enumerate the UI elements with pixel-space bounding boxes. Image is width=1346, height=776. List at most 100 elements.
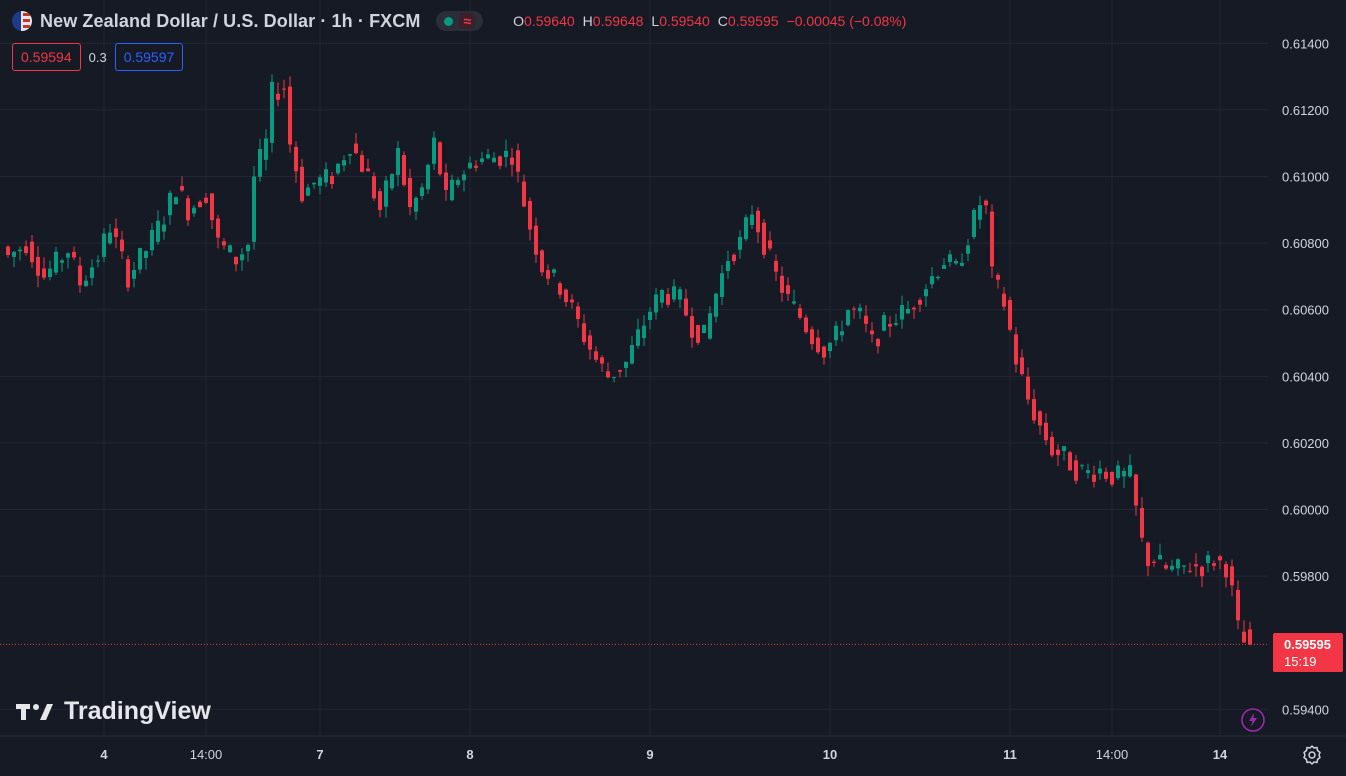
candle-down: [1092, 474, 1096, 482]
candle-down: [666, 294, 670, 305]
candle-up: [318, 177, 322, 186]
tradingview-wordmark: TradingView: [64, 697, 211, 725]
candle-up: [1182, 565, 1186, 567]
candle-up: [426, 164, 430, 190]
candle-up: [612, 376, 616, 378]
candle-down: [774, 261, 778, 272]
candle-down: [570, 299, 574, 303]
candle-up: [336, 163, 340, 174]
candle-up: [306, 187, 310, 196]
candle-up: [414, 197, 418, 212]
candle-down: [1152, 561, 1156, 563]
candle-up: [930, 276, 934, 285]
candle-down: [1056, 449, 1060, 456]
change-value: −0.00045 (−0.08%): [786, 13, 907, 29]
candle-down: [1212, 563, 1216, 566]
sell-bid-button[interactable]: 0.59594: [12, 43, 81, 71]
candle-down: [1200, 566, 1204, 577]
candle-down: [30, 241, 34, 263]
candle-up: [144, 251, 148, 258]
candle-up: [1206, 555, 1210, 564]
candle-up: [12, 251, 16, 257]
candle-down: [996, 274, 1000, 280]
candle-up: [102, 233, 106, 257]
settings-gear-icon[interactable]: [1300, 743, 1324, 767]
candle-up: [1128, 465, 1132, 477]
candle-down: [990, 211, 994, 267]
time-tick-label: 8: [466, 747, 473, 762]
candle-up: [882, 315, 886, 331]
candle-down: [372, 176, 376, 199]
market-open-dot-icon: [444, 16, 454, 26]
candle-down: [1230, 566, 1234, 586]
candle-down: [1104, 471, 1108, 479]
last-price-value: 0.59595: [1284, 637, 1331, 652]
candle-up: [342, 160, 346, 166]
candle-up: [648, 311, 652, 320]
candle-up: [312, 182, 316, 185]
price-axis[interactable]: 0.61400 0.61200 0.61000 0.60800 0.60600 0.604…: [1282, 36, 1329, 717]
candle-up: [702, 324, 706, 334]
candle-up: [972, 209, 976, 238]
candle-up: [1176, 559, 1180, 569]
candle-down: [330, 175, 334, 185]
candle-down: [600, 357, 604, 364]
candle-up: [18, 249, 22, 252]
candle-down: [6, 246, 10, 256]
candle-down: [354, 143, 358, 154]
candle-up: [654, 294, 658, 313]
candle-up: [90, 267, 94, 278]
candle-up: [750, 214, 754, 226]
candle-down: [588, 335, 592, 350]
low-value: 0.59540: [659, 13, 710, 29]
candle-down: [402, 155, 406, 185]
candle-up: [60, 260, 64, 263]
candle-up: [672, 286, 676, 300]
candle-up: [324, 169, 328, 183]
close-value: 0.59595: [727, 13, 779, 29]
candle-up: [396, 147, 400, 176]
grid-lines: [0, 0, 1268, 736]
price-tick-label: 0.60600: [1282, 303, 1329, 318]
symbol-title[interactable]: New Zealand Dollar / U.S. Dollar · 1h · …: [40, 10, 421, 31]
candle-down: [816, 337, 820, 353]
nzd-usd-flag-icon: [12, 11, 32, 31]
lightning-bolt-icon[interactable]: [1240, 707, 1266, 733]
candle-down: [732, 254, 736, 262]
candle-up: [900, 305, 904, 320]
chart-header: New Zealand Dollar / U.S. Dollar · 1h · …: [12, 9, 906, 33]
candle-down: [606, 371, 610, 378]
close-label: C: [717, 13, 728, 29]
candle-up: [96, 260, 100, 262]
candle-up: [954, 261, 958, 264]
quote-buttons: 0.59594 0.3 0.59597: [12, 43, 184, 71]
candle-down: [852, 308, 856, 310]
tradingview-logo[interactable]: TradingView: [16, 697, 211, 726]
candle-down: [78, 265, 82, 286]
candle-down: [498, 156, 502, 166]
price-tick-label: 0.60400: [1282, 369, 1329, 384]
candle-up: [726, 261, 730, 272]
candle-down: [984, 200, 988, 206]
candle-down: [180, 186, 184, 191]
candle-down: [546, 270, 550, 279]
candle-up: [504, 150, 508, 158]
last-price-label: 0.59595 15:19: [1273, 633, 1343, 672]
candle-up: [456, 180, 460, 185]
price-tick-label: 0.59400: [1282, 702, 1329, 717]
time-tick-label: 7: [316, 747, 323, 762]
candle-up: [828, 342, 832, 352]
candle-down: [114, 228, 118, 237]
status-pill[interactable]: ≈: [436, 11, 484, 31]
candle-down: [870, 330, 874, 335]
candle-down: [696, 325, 700, 343]
candle-up: [1116, 465, 1120, 479]
candle-down: [216, 218, 220, 238]
candle-down: [1194, 564, 1198, 567]
time-axis[interactable]: 4 14:00 7 8 9 10 11 14:00 14: [100, 747, 1228, 762]
time-tick-label: 10: [823, 747, 837, 762]
buy-ask-button[interactable]: 0.59597: [114, 43, 184, 71]
candle-up: [744, 217, 748, 240]
candle-down: [210, 193, 214, 221]
